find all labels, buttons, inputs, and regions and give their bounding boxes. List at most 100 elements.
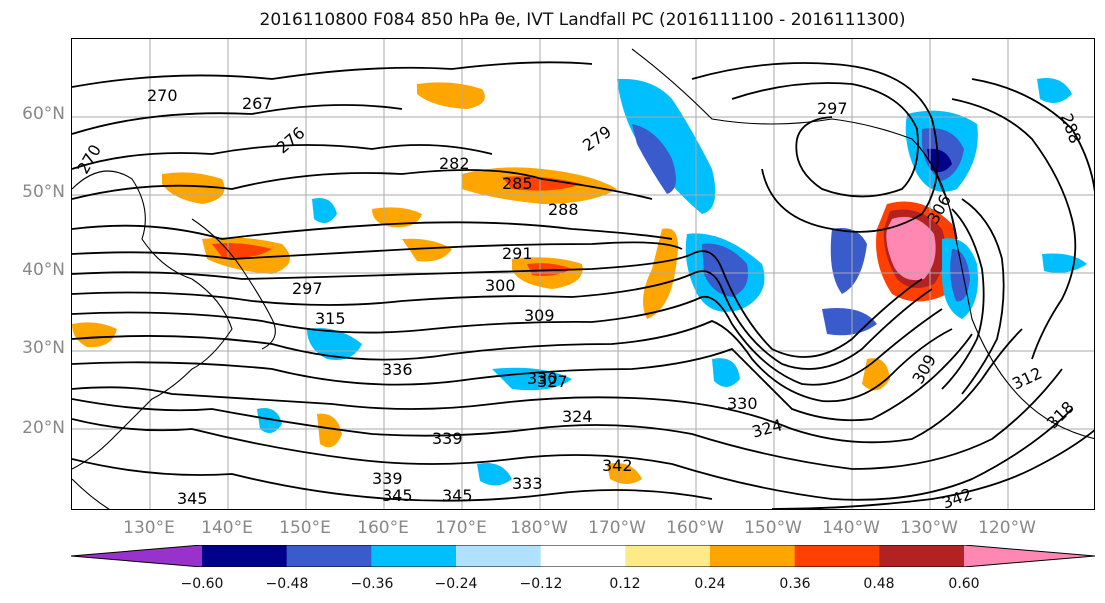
contour-label: 285 <box>502 174 533 193</box>
negative-anomaly-area <box>312 198 337 223</box>
positive-anomaly-area <box>72 322 117 348</box>
colorbar-segment <box>456 545 542 567</box>
positive-anomaly-area <box>643 228 678 319</box>
colorbar-segment <box>710 545 796 567</box>
lat-label-50n: 50°N <box>22 182 65 202</box>
colorbar-segment <box>625 545 711 567</box>
lat-label-40n: 40°N <box>22 260 65 280</box>
cb-tick-label: −0.36 <box>350 576 394 592</box>
colorbar-segment <box>540 545 626 567</box>
cb-tick-label: −0.60 <box>180 576 224 592</box>
contour-label: 288 <box>1057 111 1085 146</box>
contour-label: 312 <box>1009 363 1045 393</box>
positive-anomaly-core <box>502 176 582 191</box>
contour-label: 345 <box>177 489 208 508</box>
contour-label: 324 <box>750 415 784 441</box>
positive-anomaly-area <box>607 463 642 484</box>
map-title-text: 2016110800 F084 850 hPa θe, IVT Landfall… <box>259 10 906 30</box>
contour-label: 315 <box>315 309 346 328</box>
contour-label: 336 <box>382 360 413 379</box>
contour-label: 324 <box>562 407 593 426</box>
contour-label: 327 <box>537 372 568 391</box>
colorbar-segments <box>202 545 965 567</box>
contour-label: 345 <box>382 486 413 505</box>
colorbar-segment <box>794 545 880 567</box>
lon-label-160w: 160°W <box>666 518 724 538</box>
lon-label-180w: 180°W <box>510 518 568 538</box>
cb-tick-label: 0.24 <box>694 576 726 592</box>
colorbar-segment <box>202 545 288 567</box>
lon-label-170e: 170°E <box>435 518 487 538</box>
lat-label-20n: 20°N <box>22 418 65 438</box>
cb-tick-label: 0.60 <box>948 576 980 592</box>
cb-tick-label: 0.36 <box>779 576 811 592</box>
lon-label-150w: 150°W <box>744 518 802 538</box>
negative-anomaly-area <box>257 408 282 433</box>
lon-label-170w: 170°W <box>588 518 646 538</box>
negative-anomaly-area <box>477 463 512 486</box>
contour-label: 342 <box>602 456 633 475</box>
contour-label: 339 <box>432 429 463 448</box>
colorbar-extend-max <box>964 545 1095 567</box>
contour-label: 309 <box>908 351 940 387</box>
lon-label-150e: 150°E <box>279 518 331 538</box>
theta-e-contours <box>72 61 1094 509</box>
strongest-positive-anomaly <box>886 216 936 281</box>
negative-anomaly-area <box>712 358 740 388</box>
contour-label: 267 <box>242 94 273 113</box>
map-panel: 270 276 270 267 279 282 285 288 291 300 … <box>71 38 1095 510</box>
contour-label: 339 <box>372 469 403 488</box>
map-canvas: 270 276 270 267 279 282 285 288 291 300 … <box>72 39 1094 509</box>
positive-anomaly-area <box>317 413 342 448</box>
positive-anomaly-area <box>162 172 225 204</box>
cb-tick-label: 0.48 <box>863 576 895 592</box>
contour-label: 270 <box>147 86 178 105</box>
lat-label-60n: 60°N <box>22 104 65 124</box>
contour-label: 279 <box>579 122 615 155</box>
map-title: 2016110800 F084 850 hPa θe, IVT Landfall… <box>0 10 1105 30</box>
negative-anomaly-area <box>1042 253 1087 273</box>
contour-label: 291 <box>502 244 533 263</box>
graticule <box>72 39 1094 509</box>
lon-label-140w: 140°W <box>822 518 880 538</box>
negative-anomaly-area <box>830 228 867 294</box>
contour-label: 333 <box>512 474 543 493</box>
coastlines <box>72 48 1094 509</box>
contour-label: 288 <box>548 200 579 219</box>
contour-label: 300 <box>485 276 516 295</box>
contour-label: 282 <box>439 154 470 173</box>
contour-label: 330 <box>727 394 758 413</box>
cb-tick-label: 0.12 <box>609 576 641 592</box>
contour-label: 276 <box>273 123 309 157</box>
negative-anomaly-area <box>617 78 716 214</box>
cb-tick-label: −0.48 <box>265 576 309 592</box>
positive-anomaly-area <box>417 82 485 109</box>
positive-anomaly-area <box>402 238 452 262</box>
cb-tick-label: −0.24 <box>434 576 478 592</box>
lon-label-160e: 160°E <box>357 518 409 538</box>
contour-label: 330 <box>527 369 558 388</box>
negative-anomaly-area <box>307 328 362 360</box>
contour-label: 345 <box>442 486 473 505</box>
negative-anomaly-core <box>950 249 970 302</box>
colorbar-segment <box>879 545 965 567</box>
lon-label-120w: 120°W <box>978 518 1036 538</box>
contour-label: 297 <box>817 99 848 118</box>
contour-label: 309 <box>524 306 555 325</box>
contour-label: 318 <box>1043 397 1078 432</box>
cb-tick-label: −0.12 <box>519 576 563 592</box>
contour-label: 297 <box>292 279 323 298</box>
lon-label-140e: 140°E <box>201 518 253 538</box>
negative-anomaly-core <box>632 124 676 194</box>
colorbar-segment <box>286 545 372 567</box>
positive-anomaly-area <box>862 358 890 391</box>
positive-anomaly-core <box>212 243 272 258</box>
negative-anomaly-area <box>492 367 572 391</box>
colorbar <box>71 545 1095 567</box>
lat-label-30n: 30°N <box>22 338 65 358</box>
colorbar-segment <box>371 545 457 567</box>
negative-anomaly-area <box>1037 78 1072 103</box>
negative-anomaly-core <box>702 243 748 297</box>
lon-label-130e: 130°E <box>123 518 175 538</box>
lon-label-130w: 130°W <box>900 518 958 538</box>
